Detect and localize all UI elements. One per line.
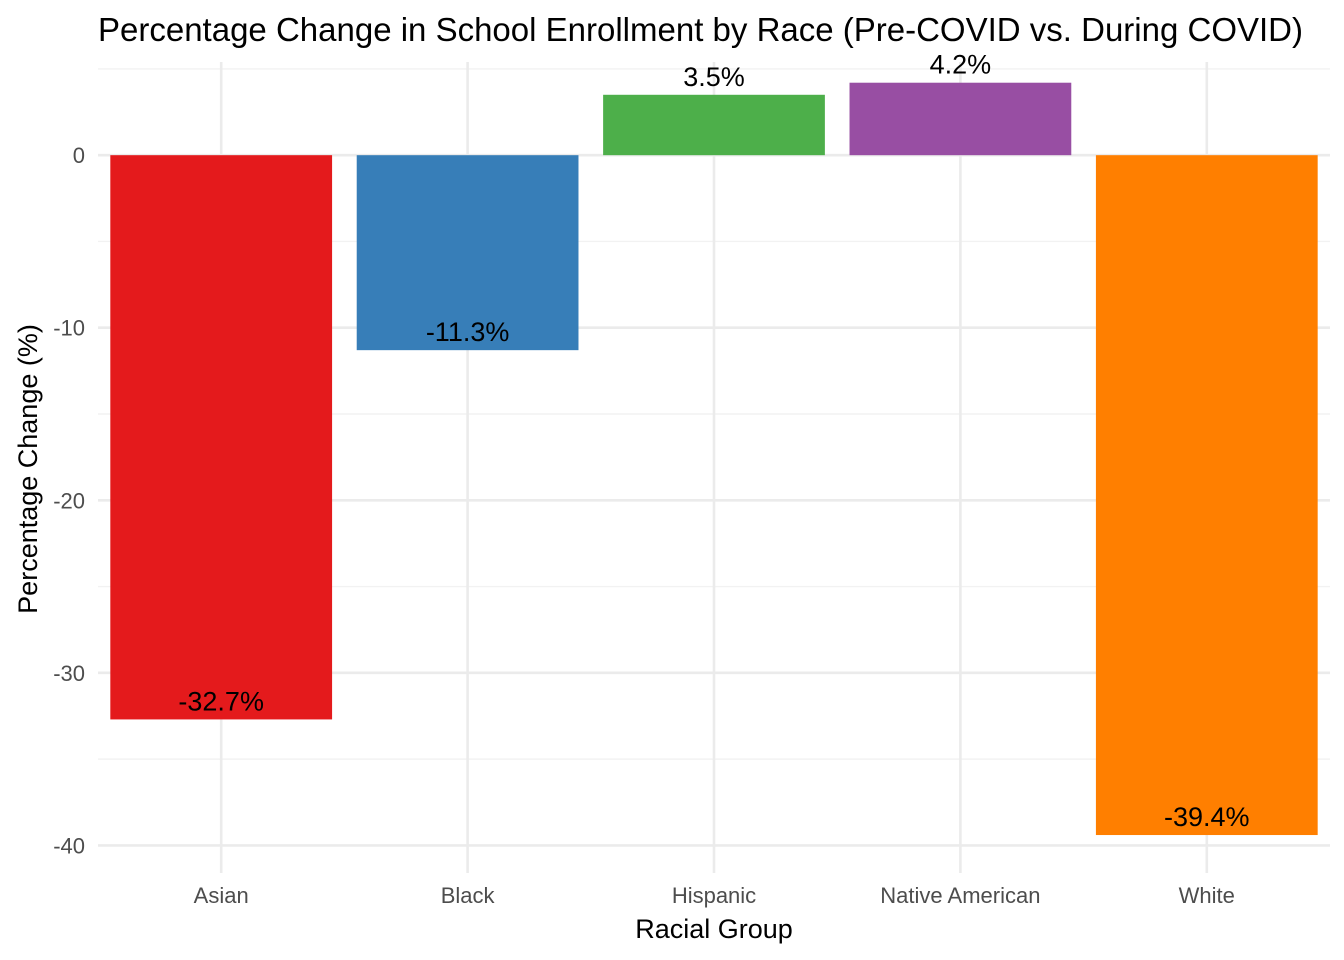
y-tick-label: -10: [53, 316, 85, 341]
data-label: -11.3%: [426, 317, 510, 347]
y-axis-ticks: 0 -10 -20 -30 -40: [53, 143, 85, 858]
x-tick-label: Native American: [880, 883, 1040, 908]
x-tick-label: Black: [441, 883, 496, 908]
y-tick-label: -40: [53, 833, 85, 858]
bars: [110, 82, 1318, 836]
chart-title: Percentage Change in School Enrollment b…: [98, 11, 1303, 48]
y-tick-label: -20: [53, 488, 85, 513]
data-label: 4.2%: [930, 50, 992, 80]
y-tick-label: -30: [53, 661, 85, 686]
bar-white: [1095, 155, 1318, 836]
bar-native-american: [849, 82, 1072, 156]
data-label: -32.7%: [178, 686, 264, 716]
data-label: -39.4%: [1164, 802, 1250, 832]
data-label: 3.5%: [683, 62, 745, 92]
y-tick-label: 0: [73, 143, 85, 168]
bar-asian: [110, 155, 333, 720]
y-axis-title: Percentage Change (%): [13, 324, 43, 614]
bar-black: [356, 155, 579, 351]
x-axis-ticks: Asian Black Hispanic Native American White: [194, 883, 1235, 908]
x-axis-title: Racial Group: [635, 914, 793, 944]
data-labels: -32.7% -11.3% 3.5% 4.2% -39.4%: [178, 50, 1249, 832]
x-tick-label: Hispanic: [672, 883, 756, 908]
x-tick-label: White: [1179, 883, 1235, 908]
x-tick-label: Asian: [194, 883, 249, 908]
bar-hispanic: [603, 94, 825, 156]
